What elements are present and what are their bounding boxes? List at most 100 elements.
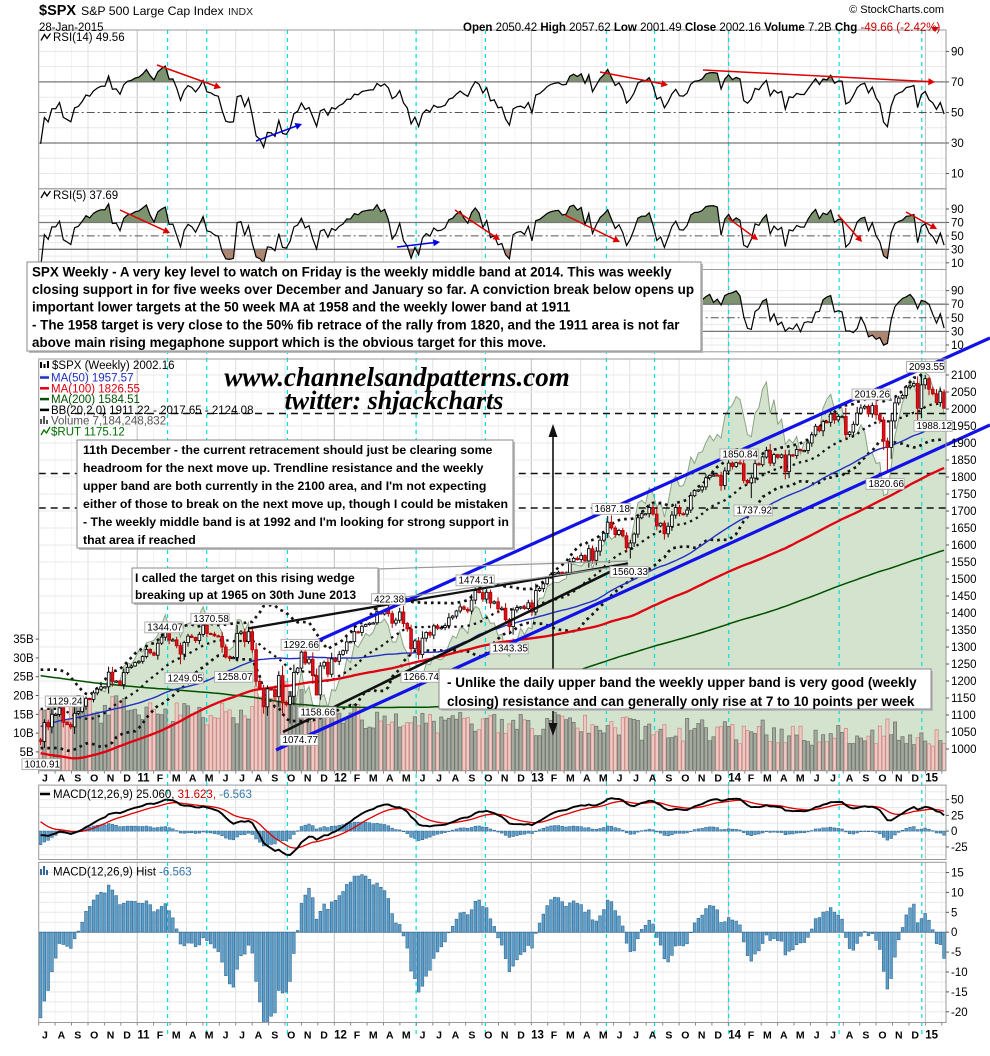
svg-text:J: J — [814, 773, 820, 785]
svg-text:D: D — [320, 1030, 328, 1042]
svg-text:50: 50 — [951, 108, 964, 120]
svg-text:1500: 1500 — [951, 574, 977, 586]
svg-text:30: 30 — [951, 244, 964, 256]
svg-text:15: 15 — [925, 773, 938, 785]
svg-text:S: S — [862, 773, 869, 785]
svg-text:A: A — [255, 1030, 263, 1042]
svg-text:N: N — [895, 773, 903, 785]
svg-text:D: D — [911, 1030, 919, 1042]
svg-text:1344.07: 1344.07 — [147, 623, 182, 634]
svg-text:I called the target on this ri: I called the target on this rising wedge — [135, 571, 355, 585]
svg-text:422.38: 422.38 — [374, 594, 405, 605]
svg-text:A: A — [189, 1030, 197, 1042]
svg-text:50: 50 — [951, 313, 964, 325]
svg-text:F: F — [748, 1030, 755, 1042]
svg-text:11: 11 — [137, 1030, 150, 1042]
svg-text:J: J — [617, 773, 623, 785]
svg-text:A: A — [452, 1030, 460, 1042]
svg-text:90: 90 — [951, 46, 964, 58]
svg-text:N: N — [107, 773, 115, 785]
svg-text:1800: 1800 — [951, 472, 977, 484]
svg-text:J: J — [633, 1030, 639, 1042]
svg-text:1343.35: 1343.35 — [493, 644, 529, 655]
svg-text:M: M — [172, 1030, 181, 1042]
svg-text:D: D — [123, 1030, 131, 1042]
svg-text:10B: 10B — [13, 728, 34, 740]
svg-text:M: M — [599, 773, 608, 785]
svg-text:A: A — [649, 773, 657, 785]
svg-text:-10: -10 — [951, 967, 968, 979]
svg-text:O: O — [484, 1030, 492, 1042]
svg-text:INDX: INDX — [228, 6, 253, 18]
svg-text:upper band are both currently: upper band are both currently in the 210… — [83, 479, 486, 493]
svg-text:$SPX (Weekly) 2002.16: $SPX (Weekly) 2002.16 — [52, 360, 175, 372]
svg-text:1158.66: 1158.66 — [301, 708, 336, 719]
svg-text:that area if reached: that area if reached — [83, 533, 196, 547]
svg-text:-25: -25 — [951, 842, 968, 854]
svg-text:S: S — [665, 1030, 672, 1042]
svg-text:30B: 30B — [13, 653, 34, 665]
svg-text:13: 13 — [531, 773, 544, 785]
svg-text:F: F — [354, 1030, 361, 1042]
svg-text:MACD(12,26,9) Hist -6.563: MACD(12,26,9) Hist -6.563 — [53, 867, 192, 879]
svg-text:SPX Weekly - A very key level: SPX Weekly - A very key level to watch o… — [32, 264, 672, 279]
svg-text:14: 14 — [728, 773, 741, 785]
svg-text:F: F — [748, 773, 755, 785]
svg-text:S: S — [74, 1030, 81, 1042]
svg-text:J: J — [239, 1030, 245, 1042]
svg-text:O: O — [287, 773, 295, 785]
svg-text:15B: 15B — [13, 709, 34, 721]
svg-text:O: O — [90, 773, 98, 785]
svg-text:A: A — [846, 773, 854, 785]
svg-text:15: 15 — [951, 868, 964, 880]
svg-text:10: 10 — [951, 169, 964, 181]
svg-text:1737.92: 1737.92 — [737, 506, 772, 517]
svg-text:M: M — [402, 773, 411, 785]
svg-text:J: J — [42, 1030, 48, 1042]
svg-text:1850: 1850 — [951, 455, 977, 467]
svg-text:1550: 1550 — [951, 557, 977, 569]
svg-text:M: M — [566, 773, 575, 785]
svg-text:S: S — [271, 1030, 278, 1042]
svg-text:M: M — [796, 1030, 805, 1042]
svg-text:25: 25 — [951, 810, 964, 822]
svg-text:S: S — [468, 773, 475, 785]
svg-text:D: D — [517, 773, 525, 785]
svg-text:A: A — [649, 1030, 657, 1042]
svg-text:J: J — [42, 773, 48, 785]
svg-text:1074.77: 1074.77 — [283, 735, 318, 746]
svg-text:28-Jan-2015: 28-Jan-2015 — [39, 22, 104, 34]
svg-text:1900: 1900 — [951, 438, 977, 450]
svg-text:F: F — [551, 773, 558, 785]
svg-text:1687.18: 1687.18 — [595, 504, 631, 515]
svg-text:1249.05: 1249.05 — [168, 674, 204, 685]
svg-text:1150: 1150 — [951, 693, 976, 705]
svg-text:S: S — [74, 773, 81, 785]
svg-text:2019.26: 2019.26 — [855, 390, 891, 401]
svg-text:A: A — [189, 773, 197, 785]
svg-text:A: A — [452, 773, 460, 785]
svg-text:N: N — [895, 1030, 903, 1042]
svg-text:1600: 1600 — [951, 540, 977, 552]
svg-text:70: 70 — [951, 218, 964, 230]
svg-text:1000: 1000 — [951, 744, 977, 756]
svg-text:M: M — [369, 1030, 378, 1042]
svg-text:1474.51: 1474.51 — [459, 576, 494, 587]
svg-text:N: N — [501, 1030, 509, 1042]
svg-text:1850.84: 1850.84 — [723, 450, 759, 461]
svg-text:D: D — [714, 773, 722, 785]
svg-text:25B: 25B — [13, 672, 34, 684]
svg-text:N: N — [698, 773, 706, 785]
svg-text:M: M — [205, 1030, 214, 1042]
svg-text:F: F — [157, 773, 164, 785]
svg-text:A: A — [846, 1030, 854, 1042]
svg-text:J: J — [814, 1030, 820, 1042]
svg-text:70: 70 — [951, 299, 964, 311]
svg-text:twitter: shjackcharts: twitter: shjackcharts — [285, 386, 504, 415]
svg-text:M: M — [763, 1030, 772, 1042]
svg-text:N: N — [698, 1030, 706, 1042]
svg-text:S: S — [665, 773, 672, 785]
svg-text:J: J — [436, 773, 442, 785]
svg-text:11th December - the current re: 11th December - the current retracement … — [83, 443, 493, 457]
svg-text:MACD(12,26,9) 25.060, 31.623,: MACD(12,26,9) 25.060, 31.623, -6.563 — [53, 789, 252, 801]
